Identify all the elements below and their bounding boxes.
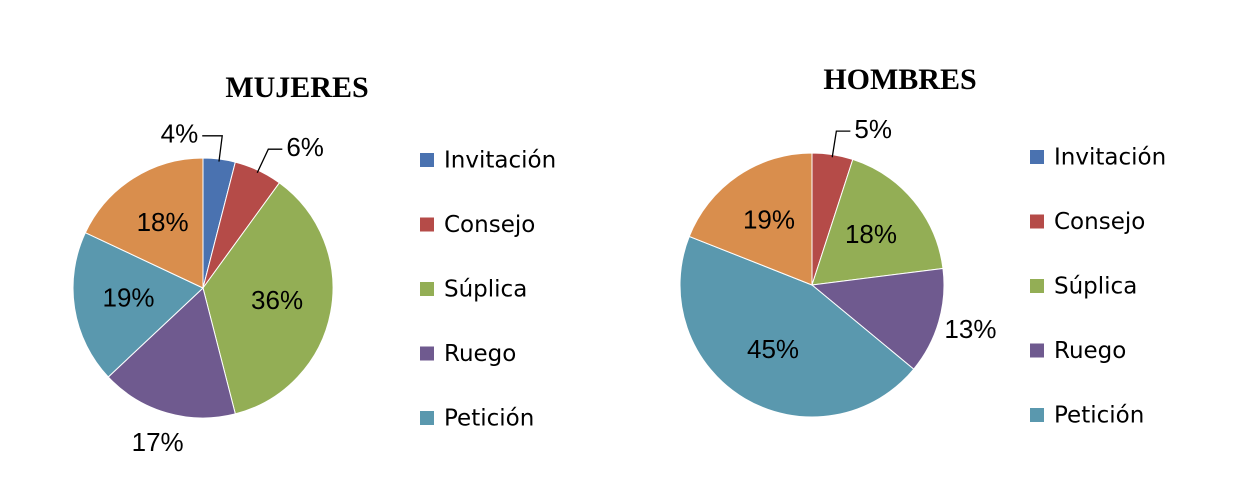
pie-slice — [84, 157, 204, 289]
leader-line — [831, 130, 851, 158]
data-label: 18% — [845, 219, 897, 249]
legend-label: Ruego — [1054, 338, 1126, 364]
data-label: 13% — [944, 314, 996, 344]
legend-label: Súplica — [1054, 274, 1137, 300]
legend-swatch — [1030, 408, 1044, 422]
pie-slice — [688, 152, 813, 286]
pie-slice — [72, 231, 204, 378]
legend-label: Ruego — [444, 341, 516, 367]
leader-line — [256, 148, 283, 174]
legend-swatch — [420, 217, 434, 232]
data-label: 36% — [251, 285, 303, 315]
data-label: 19% — [743, 205, 795, 235]
chart-title: MUJERES — [225, 71, 368, 104]
pie-slice — [107, 287, 236, 419]
legend-label: Petición — [1054, 403, 1144, 429]
legend-swatch — [420, 411, 434, 425]
data-label: 5% — [854, 114, 892, 144]
data-label: 19% — [103, 283, 155, 313]
legend-label: Invitación — [1054, 145, 1166, 171]
pie-slice — [811, 158, 944, 286]
legend-swatch — [420, 346, 434, 361]
pie-slice — [202, 182, 334, 415]
data-label: 17% — [132, 427, 184, 457]
legend-swatch — [1030, 150, 1044, 164]
legend-swatch — [1030, 343, 1044, 358]
legend-label: Súplica — [444, 277, 527, 303]
legend-swatch — [420, 153, 434, 167]
legend-label: Consejo — [444, 212, 535, 238]
legend-swatch — [1030, 279, 1044, 293]
legend-swatch — [420, 282, 434, 296]
data-label: 45% — [747, 334, 799, 364]
pie-slice — [679, 235, 915, 418]
legend-swatch — [1030, 214, 1044, 229]
legend-label: Consejo — [1054, 209, 1145, 235]
data-label: 4% — [161, 119, 199, 149]
leader-line — [202, 135, 223, 162]
data-label: 18% — [137, 207, 189, 237]
data-label: 6% — [286, 132, 324, 162]
chart-title: HOMBRES — [823, 63, 976, 96]
legend-label: Invitación — [444, 148, 556, 174]
legend-label: Petición — [444, 406, 534, 432]
pie-slice — [810, 267, 945, 370]
